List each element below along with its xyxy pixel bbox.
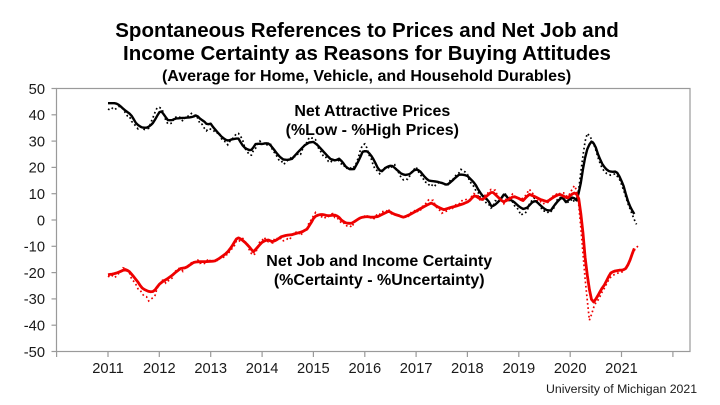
svg-text:-10: -10 — [24, 240, 45, 256]
svg-text:-20: -20 — [24, 266, 45, 282]
svg-text:30: 30 — [29, 134, 45, 150]
svg-text:0: 0 — [37, 213, 45, 229]
svg-text:2015: 2015 — [297, 361, 330, 377]
svg-text:2014: 2014 — [246, 361, 279, 377]
svg-text:10: 10 — [29, 187, 45, 203]
svg-text:-50: -50 — [24, 345, 45, 361]
svg-text:2013: 2013 — [194, 361, 227, 377]
svg-text:2019: 2019 — [502, 361, 535, 377]
svg-text:2018: 2018 — [451, 361, 484, 377]
svg-text:50: 50 — [29, 82, 45, 98]
svg-text:2016: 2016 — [348, 361, 381, 377]
svg-text:40: 40 — [29, 108, 45, 124]
svg-text:2017: 2017 — [400, 361, 433, 377]
svg-text:2012: 2012 — [143, 361, 176, 377]
svg-text:-30: -30 — [24, 292, 45, 308]
svg-text:-40: -40 — [24, 319, 45, 335]
svg-text:2011: 2011 — [92, 361, 124, 377]
svg-text:20: 20 — [29, 161, 45, 177]
svg-text:2021: 2021 — [605, 361, 638, 377]
svg-text:2020: 2020 — [554, 361, 587, 377]
